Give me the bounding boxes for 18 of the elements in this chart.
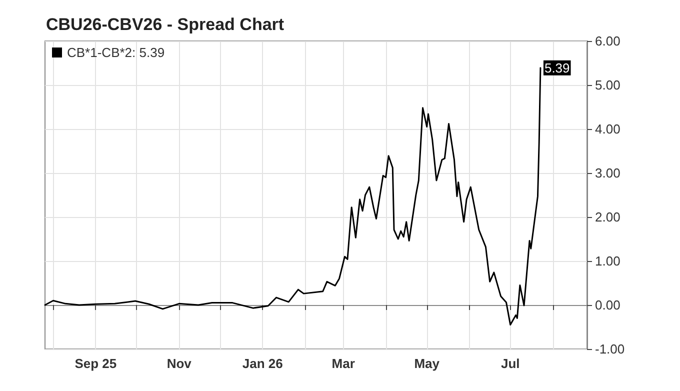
y-tick-label: 0.00 [595, 298, 620, 312]
y-tick-label: 6.00 [595, 34, 620, 48]
y-tick-label: 2.00 [595, 210, 620, 224]
data-label: 5.39 [544, 60, 570, 76]
x-tick-label: Jul [500, 356, 520, 371]
x-tick-label: Nov [166, 356, 192, 371]
legend-label: CB*1-CB*2: 5.39 [67, 45, 165, 60]
y-tick-label: -1.00 [595, 342, 625, 356]
y-tick-label: 3.00 [595, 166, 620, 180]
y-tick-label: 5.00 [595, 78, 620, 92]
x-tick-label: May [414, 356, 440, 371]
x-tick-label: Jan 26 [242, 356, 283, 371]
x-tick-label: Mar [332, 356, 355, 371]
y-tick-label: 4.00 [595, 122, 620, 136]
y-tick-label: 1.00 [595, 254, 620, 268]
chart-title: CBU26-CBV26 - Spread Chart [46, 15, 284, 34]
line-series [44, 67, 542, 326]
x-tick-label: Sep 25 [74, 356, 117, 371]
